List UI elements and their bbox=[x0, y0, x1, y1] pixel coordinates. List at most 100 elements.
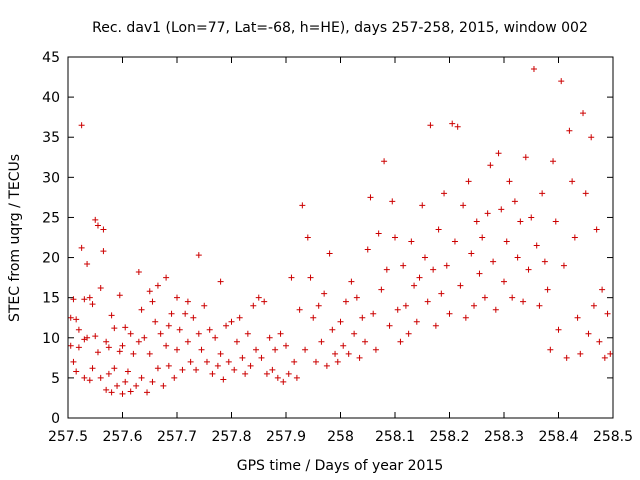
data-point bbox=[356, 354, 363, 361]
data-point bbox=[138, 374, 145, 381]
y-tick-label: 45 bbox=[42, 50, 60, 66]
data-point bbox=[168, 310, 175, 317]
data-point bbox=[130, 350, 137, 357]
y-tick-label: 30 bbox=[42, 170, 60, 186]
data-point bbox=[152, 318, 159, 325]
data-point bbox=[157, 330, 164, 337]
data-point bbox=[318, 338, 325, 345]
data-point bbox=[195, 330, 202, 337]
data-point bbox=[67, 314, 74, 321]
data-point bbox=[326, 250, 333, 257]
x-tick-label: 258.2 bbox=[429, 429, 469, 445]
data-point bbox=[525, 266, 532, 273]
data-point bbox=[111, 325, 118, 332]
data-point bbox=[78, 244, 85, 251]
data-point bbox=[593, 226, 600, 233]
data-point bbox=[239, 354, 246, 361]
data-point bbox=[520, 298, 527, 305]
data-point bbox=[446, 310, 453, 317]
data-point bbox=[223, 322, 230, 329]
data-point bbox=[323, 362, 330, 369]
data-point bbox=[75, 326, 82, 333]
data-point bbox=[389, 198, 396, 205]
data-point bbox=[514, 254, 521, 261]
data-point bbox=[582, 190, 589, 197]
data-point bbox=[116, 348, 123, 355]
data-point bbox=[127, 330, 134, 337]
data-point bbox=[555, 326, 562, 333]
data-point bbox=[522, 154, 529, 161]
data-point bbox=[457, 282, 464, 289]
data-point bbox=[541, 258, 548, 265]
data-point bbox=[133, 382, 140, 389]
data-point bbox=[247, 362, 254, 369]
data-point bbox=[86, 294, 93, 301]
data-point bbox=[460, 202, 467, 209]
x-tick-label: 258.4 bbox=[538, 429, 578, 445]
data-point bbox=[70, 358, 77, 365]
y-tick-label: 0 bbox=[51, 411, 60, 427]
data-point bbox=[484, 210, 491, 217]
data-point bbox=[498, 206, 505, 213]
data-point bbox=[283, 342, 289, 349]
data-point bbox=[84, 260, 91, 267]
data-point bbox=[580, 110, 587, 117]
data-point bbox=[288, 274, 295, 281]
data-point bbox=[421, 254, 428, 261]
data-point bbox=[171, 374, 178, 381]
data-point bbox=[135, 338, 142, 345]
data-point bbox=[430, 266, 437, 273]
data-point bbox=[590, 302, 597, 309]
data-point bbox=[269, 366, 276, 373]
data-point bbox=[94, 222, 101, 229]
plot-frame bbox=[67, 56, 614, 419]
data-point bbox=[285, 370, 292, 377]
data-point bbox=[114, 382, 121, 389]
data-point bbox=[149, 378, 156, 385]
data-point bbox=[528, 214, 535, 221]
data-point bbox=[231, 366, 238, 373]
data-point bbox=[291, 358, 298, 365]
x-tick-label: 258.3 bbox=[484, 429, 524, 445]
data-point bbox=[233, 338, 240, 345]
data-point bbox=[198, 346, 205, 353]
data-point bbox=[81, 374, 88, 381]
data-point bbox=[596, 338, 603, 345]
data-point bbox=[503, 238, 510, 245]
data-point bbox=[304, 234, 311, 241]
data-point bbox=[103, 386, 110, 393]
data-point bbox=[220, 376, 227, 383]
data-point bbox=[601, 354, 608, 361]
data-point bbox=[372, 346, 379, 353]
data-point bbox=[342, 298, 349, 305]
data-point bbox=[228, 318, 235, 325]
data-point bbox=[340, 342, 347, 349]
data-point bbox=[67, 342, 74, 349]
data-point bbox=[441, 190, 448, 197]
data-point bbox=[274, 374, 281, 381]
data-point bbox=[345, 350, 352, 357]
data-point bbox=[435, 226, 442, 233]
data-point bbox=[307, 274, 314, 281]
chart-title: Rec. dav1 (Lon=77, Lat=-68, h=HE), days … bbox=[92, 20, 588, 36]
data-point bbox=[479, 234, 486, 241]
data-point bbox=[124, 368, 131, 375]
x-tick-label: 258.5 bbox=[593, 429, 633, 445]
data-point bbox=[367, 194, 374, 201]
data-point bbox=[495, 150, 502, 157]
data-point bbox=[413, 318, 420, 325]
data-point bbox=[89, 301, 96, 308]
data-point bbox=[154, 282, 161, 289]
data-point bbox=[119, 342, 126, 349]
data-point bbox=[492, 306, 499, 313]
data-point bbox=[312, 358, 319, 365]
data-point bbox=[416, 274, 423, 281]
data-point bbox=[217, 278, 224, 285]
data-point bbox=[386, 322, 393, 329]
data-point bbox=[438, 290, 445, 297]
data-point bbox=[544, 286, 551, 293]
data-point bbox=[209, 370, 216, 377]
y-tick-label: 5 bbox=[51, 371, 60, 387]
data-point bbox=[163, 274, 170, 281]
data-point bbox=[348, 278, 355, 285]
